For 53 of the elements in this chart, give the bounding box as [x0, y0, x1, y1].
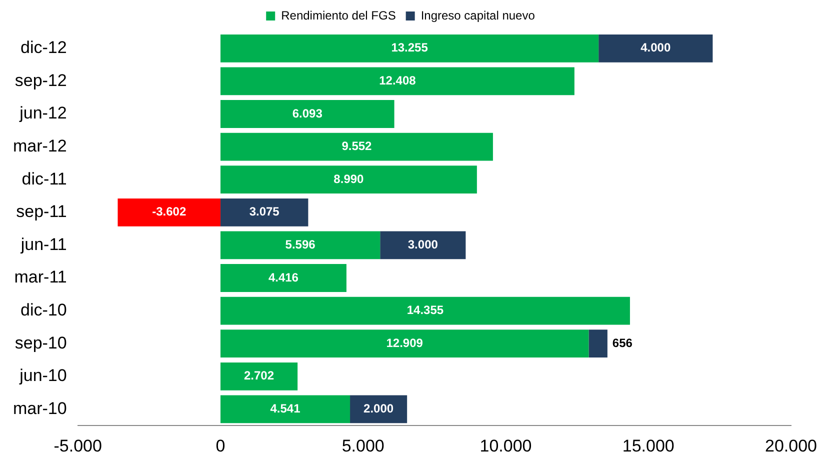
data-label: 6.093 [292, 106, 323, 120]
y-tick-label: mar-12 [12, 136, 67, 156]
bar [220, 198, 308, 226]
x-tick-label: 15.000 [622, 436, 674, 456]
y-tick-label: sep-10 [14, 333, 67, 352]
y-tick-label: sep-11 [16, 202, 67, 222]
y-tick-label: jun-12 [18, 104, 67, 123]
bar [220, 296, 630, 325]
bar [220, 67, 574, 96]
x-tick-label: 20.000 [765, 436, 817, 456]
y-tick-label: dic-10 [20, 300, 67, 320]
y-tick-label: mar-11 [14, 268, 67, 287]
bar [220, 100, 394, 128]
data-label: 9.552 [342, 139, 372, 154]
y-tick-label: mar-10 [12, 398, 67, 418]
data-label: -3.602 [152, 204, 186, 219]
bar [220, 330, 589, 358]
data-label: 12.909 [386, 336, 424, 350]
bar [118, 198, 220, 226]
x-tick-label: -5.000 [54, 436, 102, 456]
x-tick-label: 0 [216, 436, 226, 456]
x-tick-label: 5.000 [342, 436, 384, 456]
bar [220, 395, 350, 424]
bar [598, 34, 713, 62]
bar [380, 231, 466, 260]
data-label: 4.000 [640, 40, 671, 55]
data-label: 3.000 [408, 238, 438, 252]
bar [220, 231, 380, 260]
bar [588, 330, 608, 358]
data-label: 13.255 [391, 40, 428, 55]
y-tick-label: sep-12 [14, 70, 67, 90]
bar [220, 132, 493, 161]
data-label: 2.702 [244, 368, 274, 383]
y-tick-label: jun-11 [20, 234, 67, 254]
data-label: 2.000 [364, 402, 394, 416]
bar [220, 166, 477, 194]
legend-label: Ingreso capital nuevo [420, 8, 536, 22]
data-label: 4.416 [268, 270, 299, 284]
bar [220, 362, 298, 390]
data-label: 14.355 [406, 303, 444, 318]
data-label: 12.408 [379, 74, 416, 88]
data-label: 656 [612, 336, 633, 350]
data-label: 3.075 [249, 204, 280, 219]
data-label: 4.541 [270, 402, 301, 416]
bar [220, 264, 346, 292]
y-tick-label: dic-12 [20, 38, 67, 58]
y-tick-label: dic-11 [22, 169, 67, 188]
legend-label: Rendimiento del FGS [281, 8, 396, 22]
y-tick-label: jun-10 [18, 366, 67, 386]
x-tick-label: 10.000 [480, 436, 532, 456]
bar [220, 34, 599, 62]
data-label: 8.990 [334, 172, 364, 186]
data-label: 5.596 [285, 238, 316, 252]
